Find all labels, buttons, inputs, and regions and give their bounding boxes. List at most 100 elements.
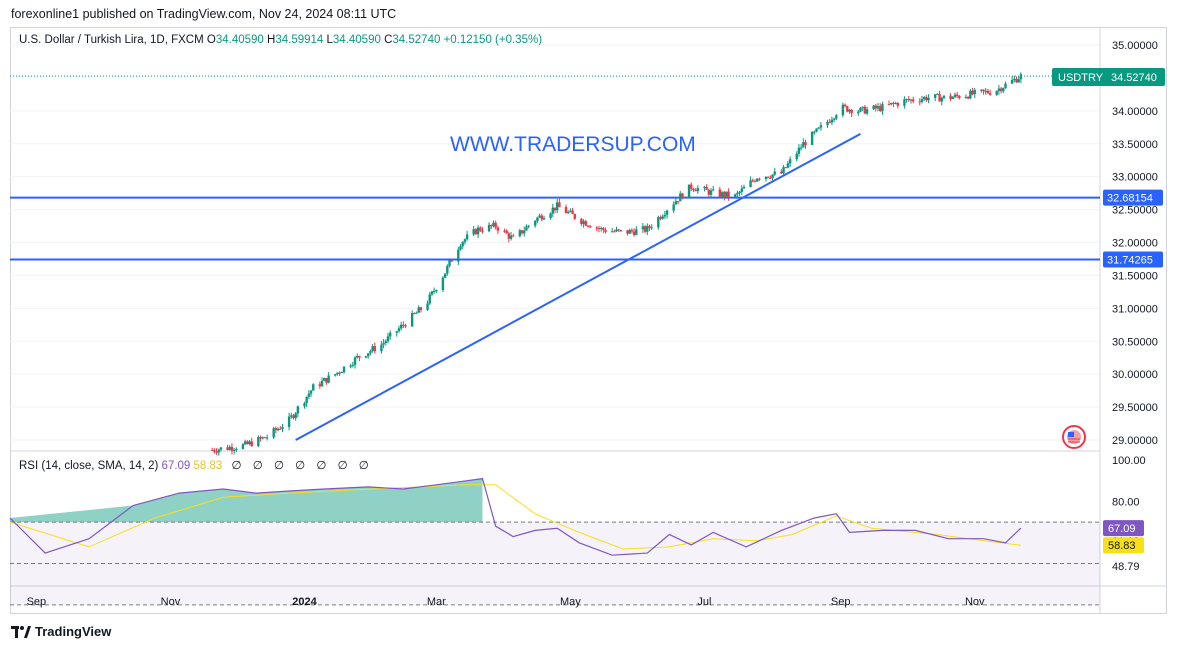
candle-body: [386, 336, 390, 342]
candle-body: [312, 384, 315, 391]
time-axis[interactable]: Sep Nov 2024 Mar May Jul Sep Nov: [27, 596, 985, 608]
candle-body: [459, 246, 462, 250]
time-tick-label: Sep: [27, 596, 47, 608]
candle-body: [626, 230, 629, 234]
candle-body: [569, 210, 572, 212]
candle-body: [641, 226, 645, 230]
us-flag-icon[interactable]: [1062, 425, 1086, 449]
candle-body: [835, 115, 838, 119]
candle-body: [551, 207, 555, 214]
low-label: L: [326, 34, 333, 46]
price-grid: [10, 44, 1100, 441]
candle-body: [248, 441, 251, 445]
candle-body: [580, 218, 583, 224]
chart-frame: [10, 27, 1167, 614]
rsi-tick-label: 48.79: [1112, 561, 1140, 573]
candle-body: [250, 441, 253, 447]
candle-body: [463, 239, 467, 243]
candle-body: [813, 131, 816, 133]
candle-body: [523, 230, 526, 234]
candle-body: [804, 142, 807, 145]
candle-body: [413, 313, 416, 315]
candle-body: [496, 227, 500, 231]
rsi-tag-background: [1103, 520, 1144, 537]
candle-body: [1017, 79, 1020, 83]
candle-body: [272, 428, 275, 438]
candle-body: [325, 378, 328, 383]
tradingview-footer[interactable]: TradingView: [11, 624, 111, 639]
candle-body: [243, 441, 247, 445]
candle-body: [228, 446, 231, 450]
candle-body: [672, 204, 675, 211]
candle-body: [441, 277, 445, 291]
candle-body: [558, 202, 561, 208]
candle-body: [395, 331, 398, 333]
candle-body: [274, 428, 278, 431]
candle-body: [940, 97, 943, 102]
price-tick-label: 34.00000: [1112, 106, 1158, 118]
time-tick-label: Mar: [427, 596, 446, 608]
candle-body: [643, 226, 647, 232]
candle-body: [951, 97, 954, 99]
rsi-tag-value: 67.09: [1108, 523, 1136, 535]
candle-body: [819, 125, 823, 128]
candle-body: [1019, 74, 1023, 80]
candle-body: [219, 447, 223, 450]
candle-body: [342, 366, 346, 373]
rsi-legend-value: 67.09: [161, 460, 191, 472]
candle-body: [938, 93, 941, 102]
horizontal-levels[interactable]: 32.68154 31.74265: [10, 189, 1163, 268]
level-tag-label: 32.68154: [1107, 193, 1153, 205]
price-tag-symbol: USDTRY: [1058, 72, 1104, 84]
candle-body: [476, 227, 480, 235]
price-tick-label: 32.50000: [1112, 205, 1158, 217]
candle-body: [340, 372, 344, 374]
candle-body: [907, 99, 911, 101]
candle-body: [602, 227, 605, 230]
candle-body: [832, 118, 836, 120]
candle-body: [397, 328, 401, 332]
rsi-legend: RSI (14, close, SMA, 14, 2) 67.09 58.83 …: [19, 458, 373, 472]
candle-body: [410, 313, 414, 327]
candle-body: [681, 193, 684, 199]
candle-body: [659, 217, 662, 219]
candle-body: [1004, 83, 1007, 89]
candle-body: [909, 99, 913, 101]
candle-body: [969, 90, 972, 99]
candle-body: [788, 159, 792, 164]
sma-tag-value: 58.83: [1108, 540, 1136, 552]
candle-body: [320, 380, 324, 387]
candle-body: [536, 217, 539, 221]
candle-body: [353, 357, 357, 365]
candle-body: [709, 190, 713, 195]
candle-body: [287, 416, 291, 428]
candle-body: [936, 93, 939, 95]
candle-body: [802, 142, 805, 148]
price-tick-label: 33.50000: [1112, 139, 1158, 151]
candle-body: [303, 403, 306, 407]
candle-body: [443, 273, 447, 278]
candle-body: [217, 449, 220, 453]
candle-body: [859, 107, 862, 112]
change-value: +0.12150 (+0.35%): [443, 34, 543, 46]
candle-body: [896, 103, 900, 106]
candle-body: [566, 211, 570, 214]
candle-body: [241, 444, 245, 449]
candle-body: [740, 188, 743, 192]
candle-body: [894, 103, 897, 105]
candle-body: [215, 451, 218, 453]
candle-body: [226, 447, 229, 450]
trendline[interactable]: [295, 132, 861, 441]
candle-body: [933, 94, 937, 98]
time-tick-label: Sep: [831, 596, 851, 608]
candle-body: [648, 226, 651, 228]
price-axis[interactable]: 35.00000 34.00000 33.50000 33.00000 32.50000…: [1112, 40, 1158, 447]
candle-body: [964, 96, 968, 99]
price-tick-label: 29.00000: [1112, 435, 1158, 447]
candle-body: [999, 88, 1003, 92]
candle-body: [984, 90, 987, 92]
candle-body: [474, 229, 478, 235]
time-tick-label: 2024: [292, 596, 317, 608]
